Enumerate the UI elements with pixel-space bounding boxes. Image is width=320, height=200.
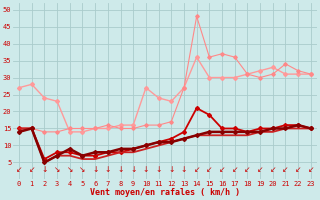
Text: ↘: ↘ [79,165,86,174]
Text: ↙: ↙ [257,165,263,174]
Text: ↓: ↓ [181,165,187,174]
Text: ↙: ↙ [308,165,314,174]
Text: ↓: ↓ [143,165,149,174]
X-axis label: Vent moyen/en rafales ( km/h ): Vent moyen/en rafales ( km/h ) [90,188,240,197]
Text: ↙: ↙ [244,165,251,174]
Text: ↓: ↓ [105,165,111,174]
Text: ↓: ↓ [156,165,162,174]
Text: ↓: ↓ [92,165,98,174]
Text: ↓: ↓ [130,165,136,174]
Text: ↙: ↙ [295,165,301,174]
Text: ↘: ↘ [54,165,60,174]
Text: ↙: ↙ [16,165,22,174]
Text: ↙: ↙ [28,165,35,174]
Text: ↙: ↙ [219,165,225,174]
Text: ↓: ↓ [168,165,174,174]
Text: ↓: ↓ [117,165,124,174]
Text: ↓: ↓ [41,165,48,174]
Text: ↙: ↙ [232,165,238,174]
Text: ↙: ↙ [206,165,212,174]
Text: ↘: ↘ [67,165,73,174]
Text: ↙: ↙ [282,165,289,174]
Text: ↙: ↙ [270,165,276,174]
Text: ↙: ↙ [194,165,200,174]
